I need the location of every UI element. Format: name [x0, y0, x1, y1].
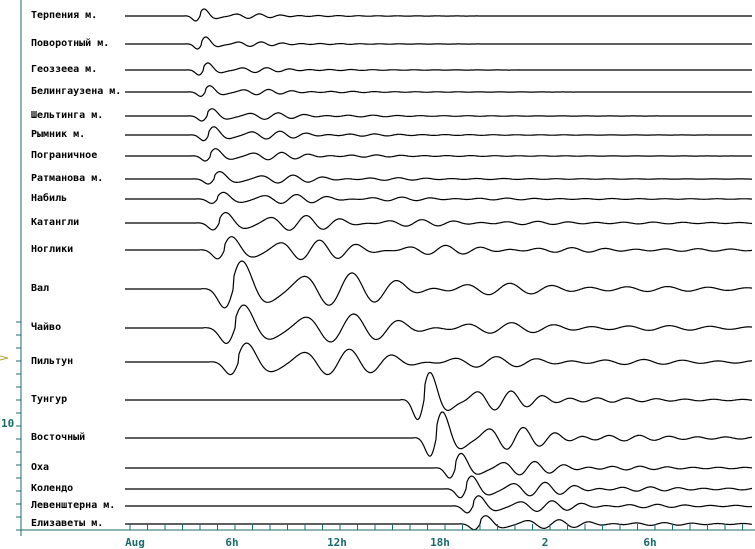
station-label: Рымник м. — [31, 129, 85, 140]
x-tick-label: 6h — [225, 536, 238, 549]
station-label: Ноглики — [31, 244, 73, 255]
x-tick-label: 18h — [430, 536, 450, 549]
station-label: Пильтун — [31, 356, 73, 367]
trace-line — [125, 260, 753, 309]
station-label: Геоззееа м. — [31, 64, 97, 75]
station-label: Терпения м. — [31, 10, 97, 21]
trace-line — [125, 475, 753, 499]
trace-line — [125, 342, 753, 376]
station-label: Белингаузена м. — [31, 86, 121, 97]
trace-line — [125, 191, 753, 205]
station-label: Катангли — [31, 217, 79, 228]
trace-line — [125, 148, 752, 162]
trace-line — [125, 371, 753, 421]
y-tick-label: 10 — [1, 417, 14, 430]
y-ticks-group: 10 — [1, 321, 21, 531]
station-labels-group: Терпения м. Поворотный м. Геоззееа м. Белин… — [31, 10, 121, 529]
station-label: Набиль — [31, 192, 67, 204]
x-tick-label: 2 — [542, 536, 549, 549]
trace-line — [125, 495, 753, 514]
station-label: Восточный — [31, 431, 85, 443]
trace-line — [125, 8, 752, 22]
station-label: Поворотный м. — [31, 37, 109, 49]
x-tick-label: Aug — [125, 536, 145, 549]
trace-line — [125, 515, 753, 531]
trace-line — [125, 452, 753, 479]
station-label: Ратманова м. — [31, 173, 103, 184]
trace-line — [125, 211, 753, 231]
x-ticks-group: Aug 6h 12h 18h 2 6h — [125, 524, 743, 549]
x-tick-label: 6h — [643, 536, 656, 549]
station-label: Левенштерна м. — [31, 500, 115, 511]
station-label: Елизаветы м. — [31, 518, 103, 529]
trace-line — [125, 36, 752, 50]
station-label: Колендо — [31, 483, 73, 494]
station-label: Тунгур — [31, 394, 67, 405]
traces-group — [125, 8, 753, 531]
trace-line — [125, 108, 752, 122]
station-label: Шельтинга м. — [31, 110, 103, 121]
trace-line — [125, 304, 752, 345]
trace-line — [125, 85, 752, 98]
x-tick-label: 12h — [327, 536, 347, 549]
station-label: Вал — [31, 283, 49, 294]
trace-line — [125, 126, 752, 142]
station-label: Чайво — [31, 321, 61, 333]
trace-line — [125, 170, 752, 185]
station-label: Оха — [31, 462, 49, 473]
trace-line — [125, 411, 753, 457]
station-label: Пограничное — [31, 150, 97, 161]
trace-line — [125, 62, 752, 76]
y-marker-icon — [0, 355, 9, 361]
trace-line — [125, 236, 753, 261]
